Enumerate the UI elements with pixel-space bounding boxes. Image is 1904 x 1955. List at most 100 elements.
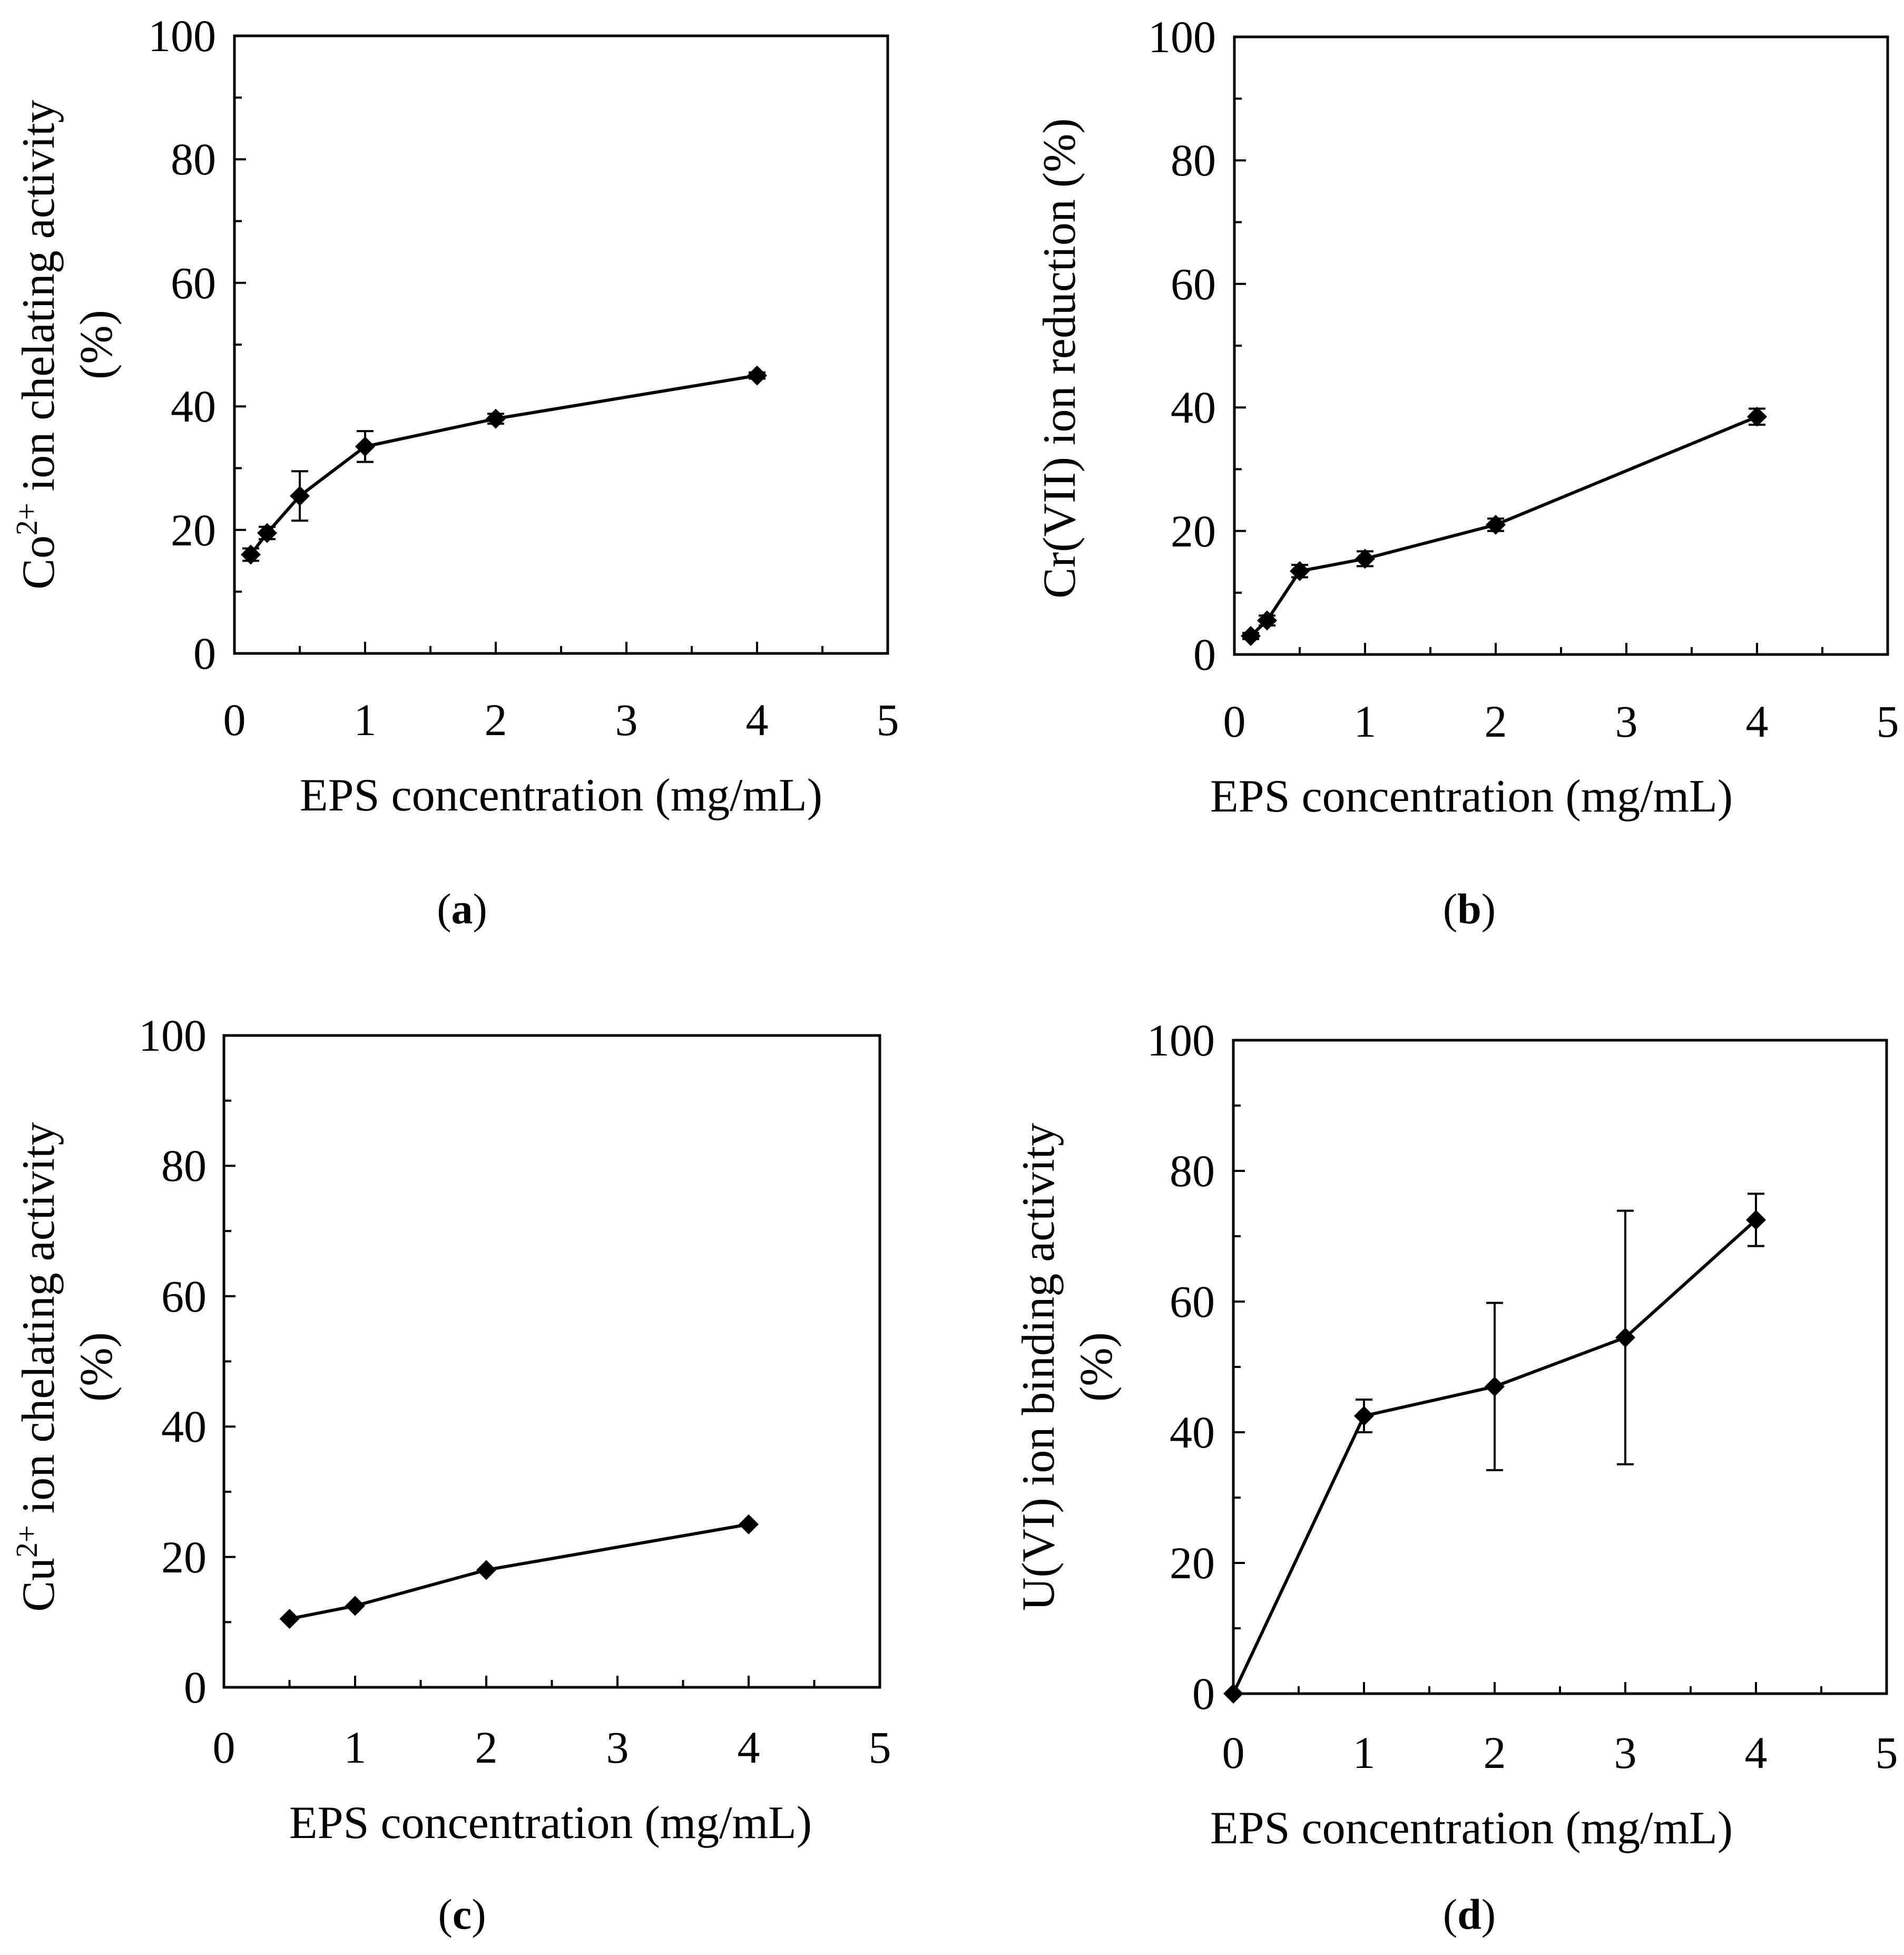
y-tick-labels-b: 0 20 40 60 80 100 bbox=[1148, 12, 1216, 680]
y-tick-label: 0 bbox=[1192, 1668, 1215, 1719]
x-axis-title-b: EPS concentration (mg/mL) bbox=[1210, 771, 1733, 822]
series-d bbox=[1223, 1192, 1766, 1704]
x-tick-label: 2 bbox=[485, 695, 507, 745]
x-tick-label: 2 bbox=[1485, 696, 1507, 747]
data-point bbox=[290, 486, 310, 506]
y-tick-label: 40 bbox=[171, 381, 216, 432]
data-point bbox=[1290, 561, 1310, 581]
data-point bbox=[1354, 1406, 1374, 1426]
data-point bbox=[241, 544, 261, 565]
y-tick-label: 60 bbox=[1171, 259, 1216, 309]
x-tick-labels-b: 0 1 2 3 4 5 bbox=[1223, 696, 1899, 747]
x-tick-label: 3 bbox=[1614, 1727, 1637, 1778]
x-tick-label: 5 bbox=[869, 1722, 891, 1773]
x-tick-label: 3 bbox=[606, 1722, 629, 1773]
data-point bbox=[1223, 1684, 1243, 1704]
y-tick-label: 60 bbox=[161, 1271, 207, 1322]
y-tick-label: 80 bbox=[1171, 135, 1216, 185]
x-tick-label: 5 bbox=[1877, 696, 1899, 747]
series-line bbox=[289, 1522, 749, 1621]
series-a bbox=[241, 365, 767, 565]
y-tick-labels-c: 0 20 40 60 80 100 bbox=[139, 1010, 207, 1713]
data-point bbox=[279, 1609, 300, 1629]
y-axis-title-c: Cu2+ ion chelating activity bbox=[9, 1122, 64, 1611]
x-tick-label: 4 bbox=[746, 695, 769, 745]
data-point bbox=[1257, 610, 1277, 631]
x-tick-label: 1 bbox=[344, 1722, 367, 1773]
x-tick-label: 1 bbox=[1353, 1727, 1376, 1778]
y-axis-title-line2-d: (%) bbox=[1071, 1332, 1122, 1402]
x-tick-label: 1 bbox=[354, 695, 377, 745]
x-tick-labels-d: 0 1 2 3 4 5 bbox=[1222, 1727, 1898, 1778]
y-tick-label: 20 bbox=[1171, 506, 1216, 556]
panel-c: 0 20 40 60 80 100 0 1 2 3 4 5 EPS concen… bbox=[9, 1010, 891, 1938]
ticks-b bbox=[1233, 36, 1889, 656]
data-point bbox=[476, 1560, 496, 1580]
panel-label-d: (d) bbox=[1443, 1890, 1496, 1938]
x-tick-label: 5 bbox=[1876, 1727, 1898, 1778]
y-tick-label: 80 bbox=[171, 134, 216, 184]
ticks-d bbox=[1232, 1039, 1888, 1695]
x-tick-labels-c: 0 1 2 3 4 5 bbox=[213, 1722, 891, 1773]
data-point bbox=[747, 365, 767, 386]
series-b bbox=[1241, 406, 1767, 646]
y-tick-labels-a: 0 20 40 60 80 100 bbox=[148, 11, 216, 679]
y-tick-label: 100 bbox=[1147, 1015, 1215, 1066]
x-tick-label: 4 bbox=[738, 1722, 760, 1773]
panel-b: 0 20 40 60 80 100 0 1 2 3 4 5 EPS concen… bbox=[1034, 12, 1899, 933]
data-point bbox=[1241, 625, 1261, 646]
x-axis-title-a: EPS concentration (mg/mL) bbox=[300, 770, 822, 821]
panel-d: 0 20 40 60 80 100 0 1 2 3 4 5 EPS concen… bbox=[1013, 1015, 1898, 1938]
y-tick-label: 80 bbox=[1170, 1146, 1215, 1196]
x-tick-label: 4 bbox=[1745, 1727, 1768, 1778]
x-tick-label: 3 bbox=[615, 695, 638, 745]
y-tick-label: 20 bbox=[171, 505, 216, 555]
y-tick-label: 60 bbox=[1170, 1276, 1215, 1327]
y-tick-label: 0 bbox=[1193, 629, 1216, 680]
x-tick-label: 3 bbox=[1615, 696, 1638, 747]
plot-frame-c bbox=[222, 1034, 881, 1689]
x-tick-label: 2 bbox=[475, 1722, 498, 1773]
x-tick-label: 0 bbox=[1222, 1727, 1245, 1778]
x-tick-label: 5 bbox=[877, 695, 899, 745]
x-tick-labels-a: 0 1 2 3 4 5 bbox=[223, 695, 899, 745]
data-point bbox=[355, 436, 375, 457]
y-tick-label: 0 bbox=[184, 1662, 207, 1713]
data-point bbox=[739, 1514, 759, 1534]
y-tick-label: 100 bbox=[1148, 12, 1216, 62]
y-axis-title-d: U(VI) ion binding activity bbox=[1013, 1123, 1064, 1611]
ticks-a bbox=[233, 35, 889, 654]
data-point bbox=[257, 523, 277, 543]
panel-label-a: (a) bbox=[437, 885, 487, 933]
panel-label-c: (c) bbox=[438, 1890, 486, 1938]
y-tick-label: 40 bbox=[1171, 382, 1216, 433]
x-tick-label: 4 bbox=[1746, 696, 1769, 747]
x-tick-label: 0 bbox=[1223, 696, 1246, 747]
y-tick-labels-d: 0 20 40 60 80 100 bbox=[1147, 1015, 1215, 1719]
series-c bbox=[279, 1514, 759, 1629]
y-tick-label: 100 bbox=[139, 1010, 207, 1061]
panel-label-b: (b) bbox=[1443, 885, 1496, 933]
y-axis-title-a: Co2+ ion chelating activity bbox=[9, 100, 64, 589]
data-point bbox=[1747, 406, 1767, 427]
y-tick-label: 100 bbox=[148, 11, 216, 61]
y-axis-title-line2-c: (%) bbox=[71, 1332, 122, 1402]
y-tick-label: 40 bbox=[161, 1401, 207, 1452]
x-axis-title-c: EPS concentration (mg/mL) bbox=[289, 1797, 812, 1849]
ticks-c bbox=[223, 1034, 881, 1688]
data-point bbox=[1486, 514, 1506, 535]
series-line bbox=[249, 374, 758, 556]
plot-frame-b bbox=[1233, 35, 1889, 656]
plot-frame-d bbox=[1232, 1039, 1888, 1695]
data-point bbox=[1746, 1210, 1766, 1230]
y-tick-label: 80 bbox=[161, 1140, 207, 1191]
x-tick-label: 0 bbox=[213, 1722, 235, 1773]
y-axis-title-b: Cr(VII) ion reduction (%) bbox=[1034, 118, 1085, 598]
y-tick-label: 20 bbox=[1170, 1538, 1215, 1588]
data-point bbox=[486, 408, 506, 429]
y-axis-title-line2-a: (%) bbox=[71, 310, 122, 379]
x-axis-title-d: EPS concentration (mg/mL) bbox=[1210, 1803, 1733, 1854]
x-tick-label: 2 bbox=[1484, 1727, 1506, 1778]
panel-a: 0 20 40 60 80 100 0 1 2 3 4 5 EPS concen… bbox=[9, 11, 899, 933]
